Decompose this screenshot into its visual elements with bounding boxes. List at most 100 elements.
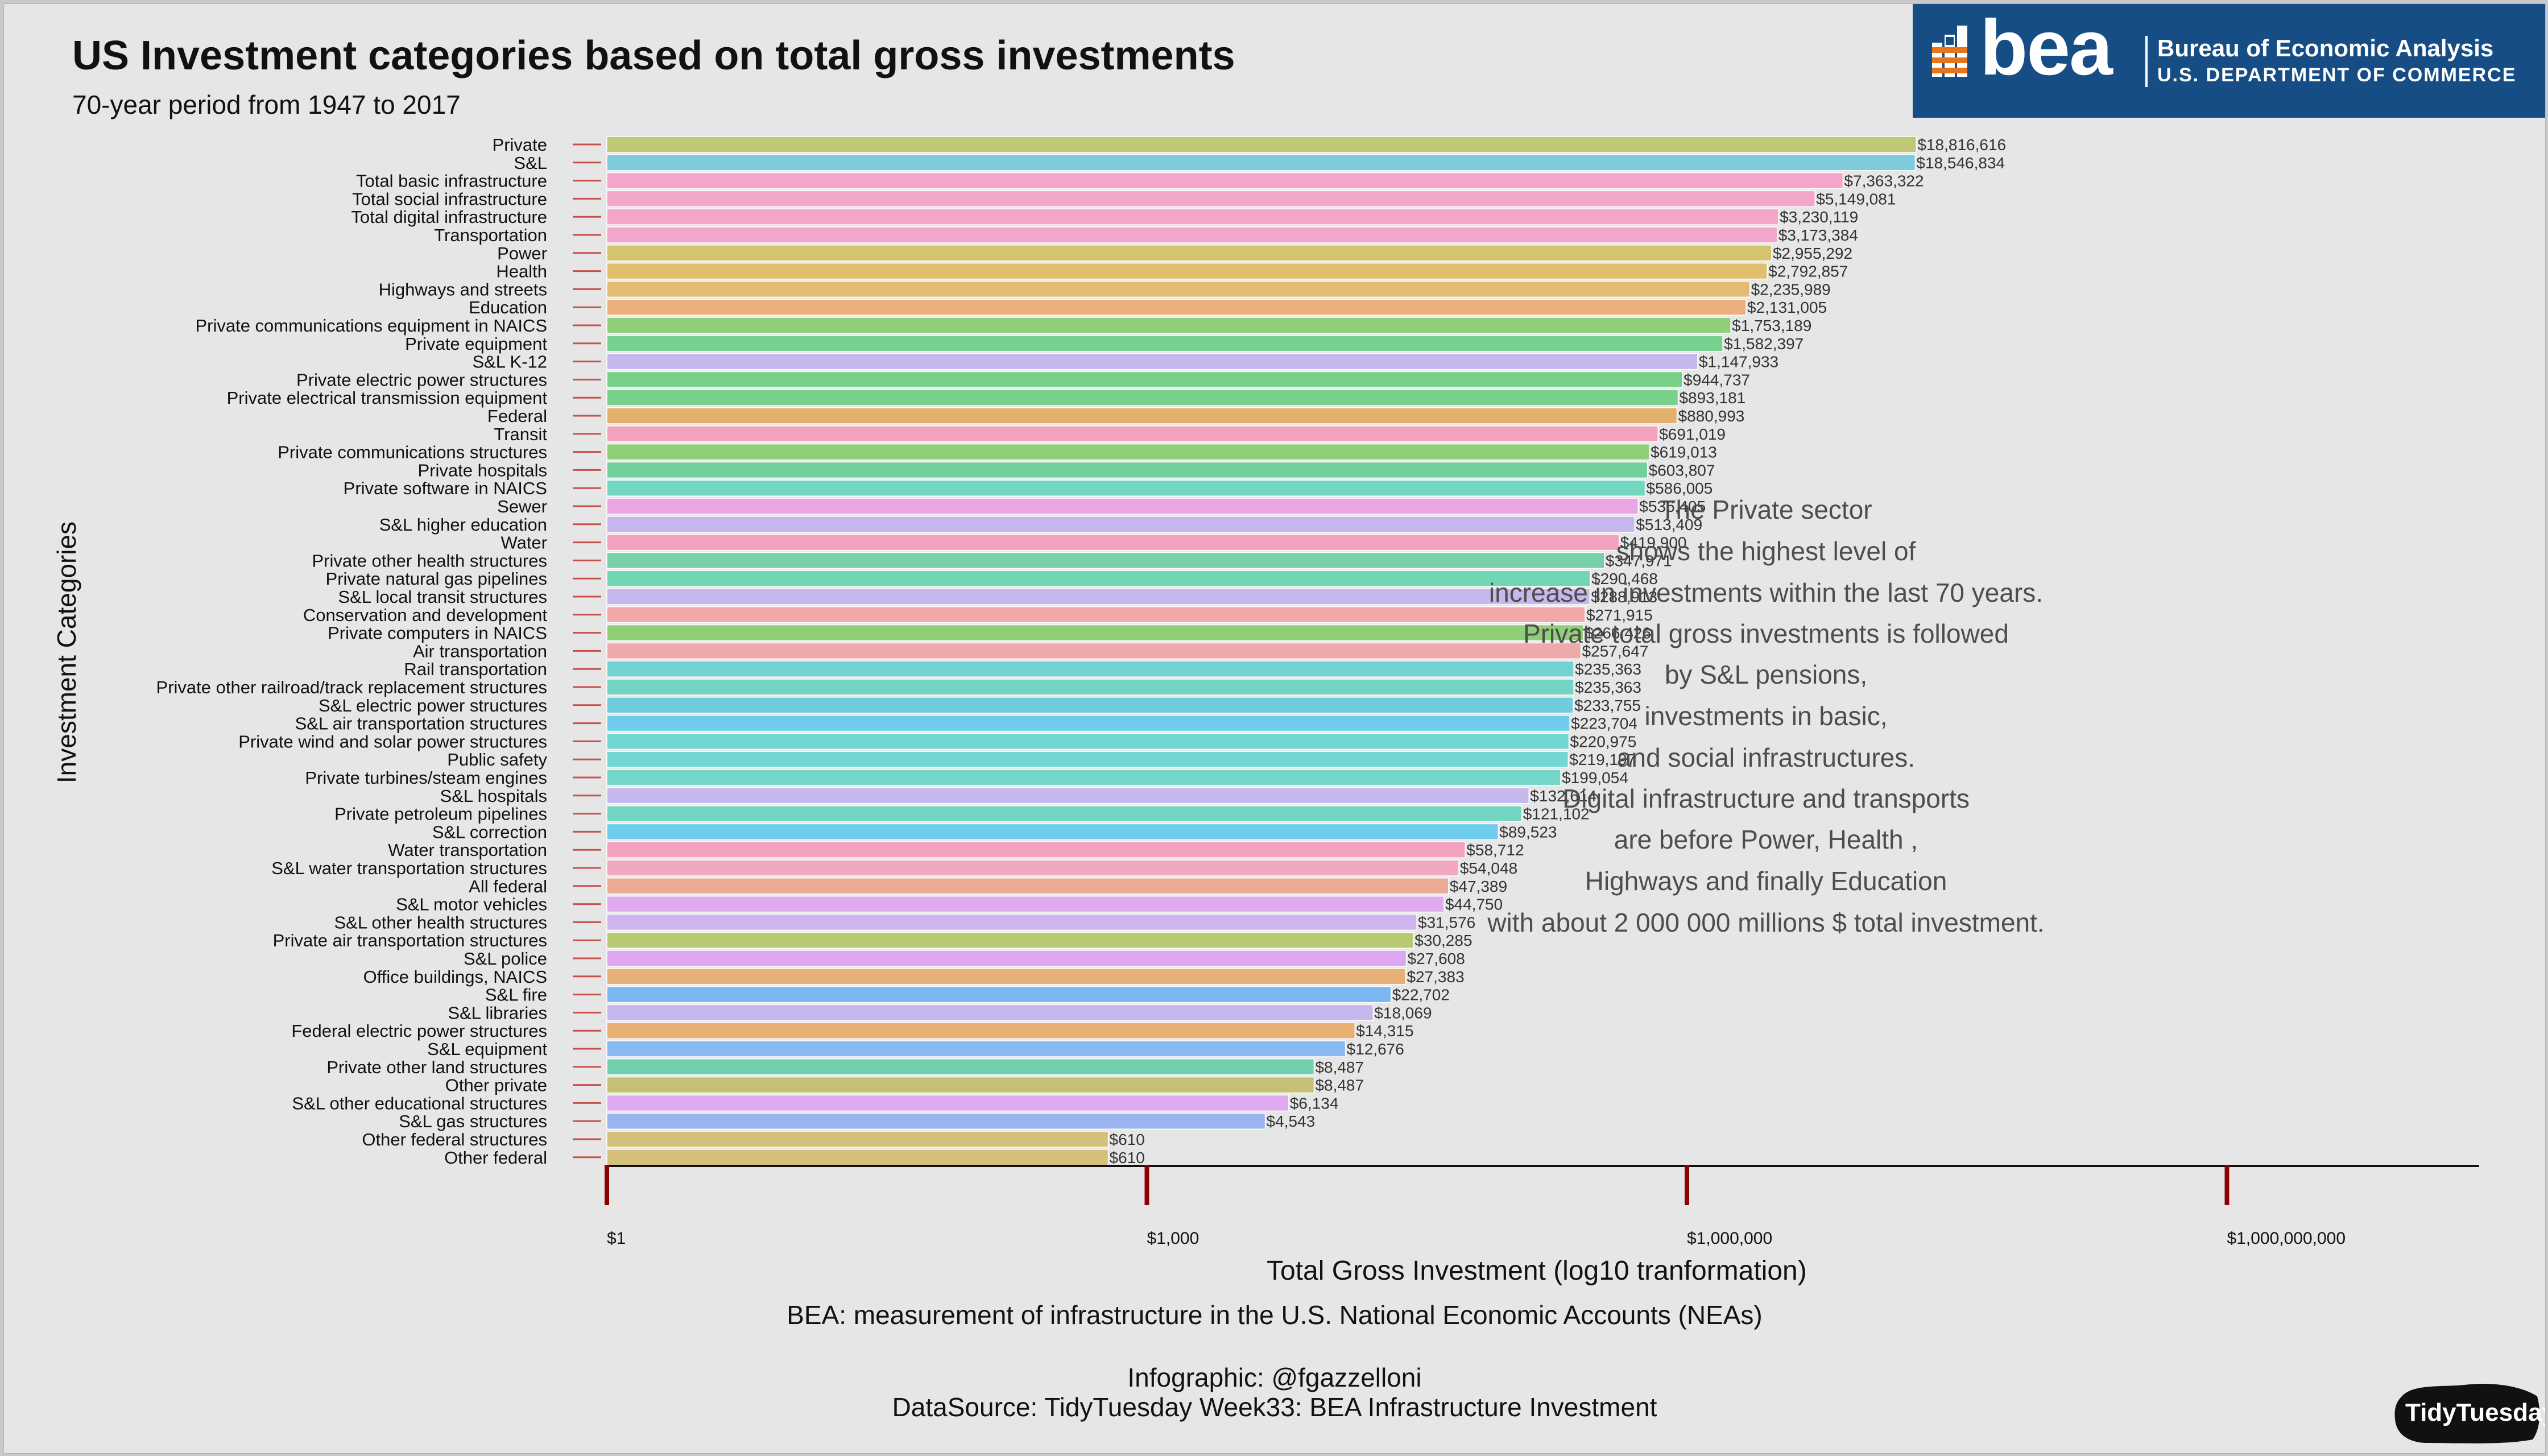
bea-name: Bureau of Economic Analysis: [2157, 35, 2494, 61]
y-tick-label: S&L K-12: [472, 352, 547, 372]
data-label: $54,048: [1460, 859, 1517, 877]
chart-subtitle: 70-year period from 1947 to 2017: [72, 90, 461, 119]
data-label: $347,971: [1606, 552, 1672, 569]
bar: [606, 606, 1586, 623]
y-tick-label: S&L electric power structures: [318, 696, 547, 715]
y-tick-label: S&L gas structures: [399, 1111, 547, 1131]
x-tick-label: $1: [607, 1229, 626, 1248]
y-tick-label: Private turbines/steam engines: [305, 768, 547, 788]
author-credit: Infographic: @fgazzelloni: [1127, 1363, 1422, 1392]
y-tick-label: Other private: [445, 1076, 547, 1095]
annotation-line: shows the highest level of: [1616, 536, 1916, 566]
y-tick-label: Total basic infrastructure: [356, 171, 547, 191]
bea-department: U.S. DEPARTMENT OF COMMERCE: [2157, 64, 2517, 86]
y-tick-label: Total digital infrastructure: [351, 207, 547, 227]
y-tick-label: Private air transportation structures: [273, 930, 547, 950]
bar: [606, 154, 1916, 171]
data-label: $235,363: [1575, 660, 1641, 678]
bar: [606, 190, 1816, 208]
data-label: $199,054: [1562, 769, 1628, 787]
y-tick-label: Private other land structures: [326, 1057, 547, 1077]
annotation-line: investments in basic,: [1644, 701, 1888, 731]
y-tick-label: Federal: [487, 406, 547, 426]
data-label: $513,409: [1636, 516, 1702, 533]
chart-caption: BEA: measurement of infrastructure in th…: [787, 1300, 1763, 1330]
data-label: $5,149,081: [1816, 190, 1896, 208]
data-label: $610: [1110, 1149, 1145, 1167]
bar: [606, 245, 1772, 262]
data-label: $266,426: [1585, 624, 1651, 642]
data-source-credit: DataSource: TidyTuesday Week33: BEA Infr…: [892, 1392, 1657, 1422]
data-label: $1,147,933: [1699, 353, 1778, 371]
bar: [606, 425, 1658, 442]
bar: [606, 895, 1445, 913]
bar: [606, 787, 1530, 804]
data-label: $30,285: [1414, 932, 1472, 949]
y-tick-label: S&L: [514, 153, 547, 173]
bar: [606, 498, 1639, 515]
y-tick-label: Federal electric power structures: [291, 1021, 547, 1041]
y-tick-label: Sewer: [497, 497, 547, 516]
data-label: $893,181: [1679, 389, 1745, 407]
bar: [606, 1131, 1109, 1148]
bar: [606, 552, 1605, 569]
bar: [606, 172, 1844, 189]
bar: [606, 751, 1569, 768]
data-label: $610: [1110, 1131, 1145, 1148]
annotation-line: with about 2 000 000 millions $ total in…: [1487, 908, 2045, 937]
y-tick-label: Private other railroad/track replacement…: [156, 677, 547, 697]
data-label: $8,487: [1315, 1058, 1364, 1076]
bar: [606, 1149, 1109, 1166]
y-tick-label: Water transportation: [388, 840, 547, 860]
bea-flag-icon: [1932, 26, 1967, 77]
bar: [606, 353, 1698, 370]
y-tick-label: S&L libraries: [448, 1003, 547, 1023]
data-label: $3,173,384: [1778, 226, 1858, 244]
y-tick-label: Transit: [494, 424, 547, 444]
bea-wordmark: bea: [1980, 4, 2113, 92]
data-label: $12,676: [1347, 1040, 1404, 1058]
bar: [606, 136, 1917, 153]
bar: [606, 1076, 1315, 1094]
data-label: $536,405: [1639, 498, 1706, 515]
annotation-line: Highways and finally Education: [1585, 866, 1947, 896]
y-tick-label: Private hospitals: [418, 460, 547, 480]
bar: [606, 913, 1417, 931]
bar: [606, 823, 1499, 841]
bar: [606, 262, 1768, 280]
x-tick-label: $1,000,000: [1687, 1229, 1772, 1248]
y-tick-label: S&L correction: [432, 822, 547, 842]
bar: [606, 679, 1574, 696]
y-tick-label: S&L water transportation structures: [271, 858, 547, 878]
logo-divider: [2145, 36, 2148, 87]
bar: [606, 660, 1574, 677]
data-label: $220,975: [1570, 733, 1636, 750]
y-tick-label: Private other health structures: [312, 551, 547, 570]
bar: [606, 733, 1570, 750]
bar: [606, 1112, 1266, 1130]
bar: [606, 335, 1723, 352]
tidytuesday-badge-label: TidyTuesday: [2405, 1399, 2546, 1426]
data-label: $31,576: [1418, 913, 1475, 931]
bar: [606, 371, 1683, 388]
y-tick-label: S&L police: [464, 949, 547, 969]
bar: [606, 642, 1582, 660]
bar: [606, 570, 1591, 587]
data-label: $290,468: [1591, 570, 1658, 588]
chart-title: US Investment categories based on total …: [72, 33, 1235, 78]
bar: [606, 878, 1449, 895]
y-tick-label: S&L local transit structures: [338, 587, 547, 607]
y-tick-label: Education: [469, 297, 547, 317]
data-label: $419,900: [1620, 534, 1687, 552]
data-label: $1,753,189: [1732, 317, 1811, 334]
data-label: $44,750: [1445, 896, 1503, 913]
y-tick-label: All federal: [469, 876, 547, 896]
bar: [606, 1094, 1289, 1112]
annotation-line: by S&L pensions,: [1664, 660, 1868, 689]
y-tick-label: Transportation: [434, 225, 547, 245]
bar: [606, 968, 1407, 985]
x-tick-label: $1,000: [1147, 1229, 1199, 1248]
data-label: $7,363,322: [1844, 172, 1924, 190]
data-label: $603,807: [1649, 461, 1715, 479]
tidytuesday-badge-icon: [2394, 1384, 2540, 1443]
